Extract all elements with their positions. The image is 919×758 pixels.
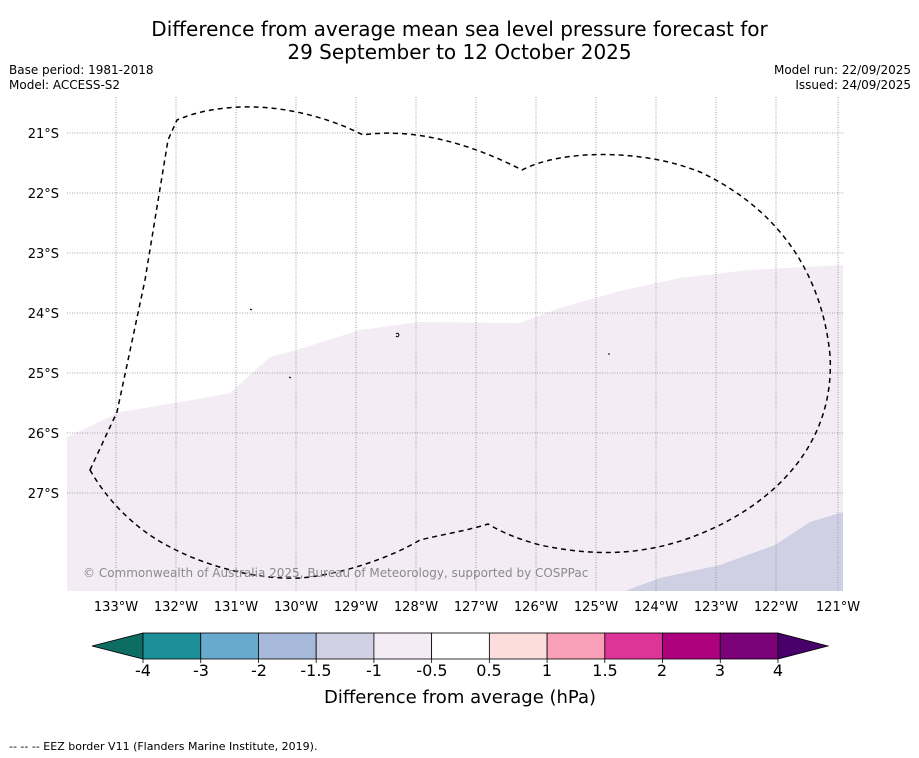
colorbar-box — [488, 632, 548, 660]
model-name: Model: ACCESS-S2 — [9, 78, 121, 92]
lon-label: 121°W — [816, 600, 860, 615]
lon-label: 127°W — [454, 600, 498, 615]
lat-label: 21°S — [28, 127, 59, 142]
lat-label: 25°S — [28, 367, 59, 382]
map-area: © Commonwealth of Australia 2025, Bureau… — [67, 97, 843, 591]
colorbar-boxes — [142, 632, 779, 660]
colorbar-tick-label: 1.5 — [592, 661, 617, 680]
lon-label: 123°W — [694, 600, 738, 615]
lon-label: 125°W — [574, 600, 618, 615]
colorbar: -4 -3 -2 -1.5 -1 -0.5 0.5 1 1.5 2 3 4 Di… — [91, 632, 830, 708]
anomaly-region-moderate — [625, 512, 843, 591]
gridlines — [67, 97, 843, 591]
lon-label: 128°W — [394, 600, 438, 615]
copyright-notice: © Commonwealth of Australia 2025, Bureau… — [83, 566, 588, 580]
colorbar-tick-label: -0.5 — [416, 661, 447, 680]
colorbar-tick-label: -1.5 — [300, 661, 331, 680]
eez-border — [89, 106, 831, 579]
lon-label: 129°W — [334, 600, 378, 615]
colorbar-box — [546, 632, 606, 660]
colorbar-tick-label: -1 — [366, 661, 382, 680]
lat-label: 23°S — [28, 247, 59, 262]
lon-label: 130°W — [274, 600, 318, 615]
colorbar-tick-label: 0.5 — [476, 661, 501, 680]
anomaly-region-light — [67, 265, 843, 591]
colorbar-tick-label: 3 — [715, 661, 725, 680]
eez-footnote: -- -- -- EEZ border V11 (Flanders Marine… — [9, 740, 318, 753]
colorbar-box — [200, 632, 259, 660]
longitude-labels: 133°W 132°W 131°W 130°W 129°W 128°W 127°… — [94, 600, 860, 615]
title-line-1: Difference from average mean sea level p… — [151, 17, 768, 41]
island-contour — [395, 332, 400, 338]
latitude-labels: 21°S 22°S 23°S 24°S 25°S 26°S 27°S — [28, 127, 59, 502]
lon-label: 124°W — [634, 600, 678, 615]
colorbar-label: Difference from average (hPa) — [324, 687, 596, 708]
colorbar-box — [315, 632, 375, 660]
colorbar-tick-label: 4 — [773, 661, 783, 680]
colorbar-arrow-low — [91, 632, 144, 660]
lon-label: 126°W — [514, 600, 558, 615]
lat-label: 22°S — [28, 187, 59, 202]
info-left: Base period: 1981-2018 Model: ACCESS-S2 — [9, 63, 154, 93]
colorbar-box — [142, 632, 202, 660]
model-run: Model run: 22/09/2025 — [773, 63, 911, 77]
colorbar-tick-label: -3 — [193, 661, 209, 680]
issued-date: Issued: 24/09/2025 — [795, 78, 911, 92]
colorbar-box — [604, 632, 663, 660]
chart-title: Difference from average mean sea level p… — [0, 18, 919, 64]
colorbar-box — [719, 632, 779, 660]
lat-label: 26°S — [28, 427, 59, 442]
info-right: Model run: 22/09/2025 Issued: 24/09/2025 — [774, 63, 911, 93]
colorbar-box — [258, 632, 317, 660]
lon-label: 132°W — [154, 600, 198, 615]
colorbar-tick-label: -4 — [135, 661, 151, 680]
colorbar-tick-label: 1 — [542, 661, 552, 680]
colorbar-tick-label: -2 — [251, 661, 267, 680]
lon-label: 131°W — [214, 600, 258, 615]
island-contour — [288, 376, 292, 379]
base-period: Base period: 1981-2018 — [9, 63, 154, 77]
colorbar-tick-label: 2 — [657, 661, 667, 680]
lat-label: 24°S — [28, 307, 59, 322]
title-line-2: 29 September to 12 October 2025 — [287, 40, 632, 64]
colorbar-box — [373, 632, 433, 660]
island-contour — [249, 308, 253, 311]
colorbar-box — [431, 632, 490, 660]
colorbar-ticks — [142, 659, 779, 663]
lon-label: 122°W — [754, 600, 798, 615]
colorbar-arrow-high — [777, 632, 830, 660]
colorbar-box — [662, 632, 721, 660]
lat-label: 27°S — [28, 487, 59, 502]
lon-label: 133°W — [94, 600, 138, 615]
